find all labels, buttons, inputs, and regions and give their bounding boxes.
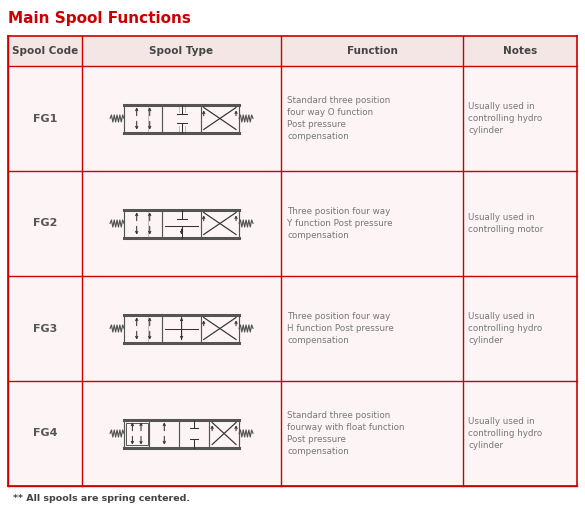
Bar (8, 381, 577, 486)
Text: Usually used in
controlling motor: Usually used in controlling motor (468, 213, 543, 234)
Text: Usually used in
controlling hydro
cylinder: Usually used in controlling hydro cylind… (468, 417, 542, 450)
Text: ** All spools are spring centered.: ** All spools are spring centered. (13, 494, 190, 503)
Bar (8, 66, 577, 171)
Text: Usually used in
controlling hydro
cylinder: Usually used in controlling hydro cylind… (468, 312, 542, 345)
Text: Main Spool Functions: Main Spool Functions (8, 10, 191, 25)
Bar (126, 423, 148, 444)
Text: Usually used in
controlling hydro
cylinder: Usually used in controlling hydro cylind… (468, 102, 542, 135)
Text: Three position four way
Y function Post pressure
compensation: Three position four way Y function Post … (287, 207, 393, 240)
Bar (8, 276, 577, 381)
Text: Standard three position
fourway with float function
Post pressure
compensation: Standard three position fourway with flo… (287, 411, 405, 456)
Text: FG1: FG1 (33, 114, 57, 123)
Text: Three position four way
H function Post pressure
compensation: Three position four way H function Post … (287, 312, 394, 345)
Text: FG3: FG3 (33, 324, 57, 333)
Text: FG4: FG4 (33, 428, 57, 439)
Text: Spool Code: Spool Code (12, 46, 78, 56)
Text: Notes: Notes (503, 46, 537, 56)
Text: Function: Function (347, 46, 398, 56)
Text: Spool Type: Spool Type (150, 46, 214, 56)
Bar (8, 171, 577, 276)
Text: FG2: FG2 (33, 218, 57, 229)
Bar (8, 36, 577, 66)
Text: Standard three position
four way O function
Post pressure
compensation: Standard three position four way O funct… (287, 96, 390, 141)
